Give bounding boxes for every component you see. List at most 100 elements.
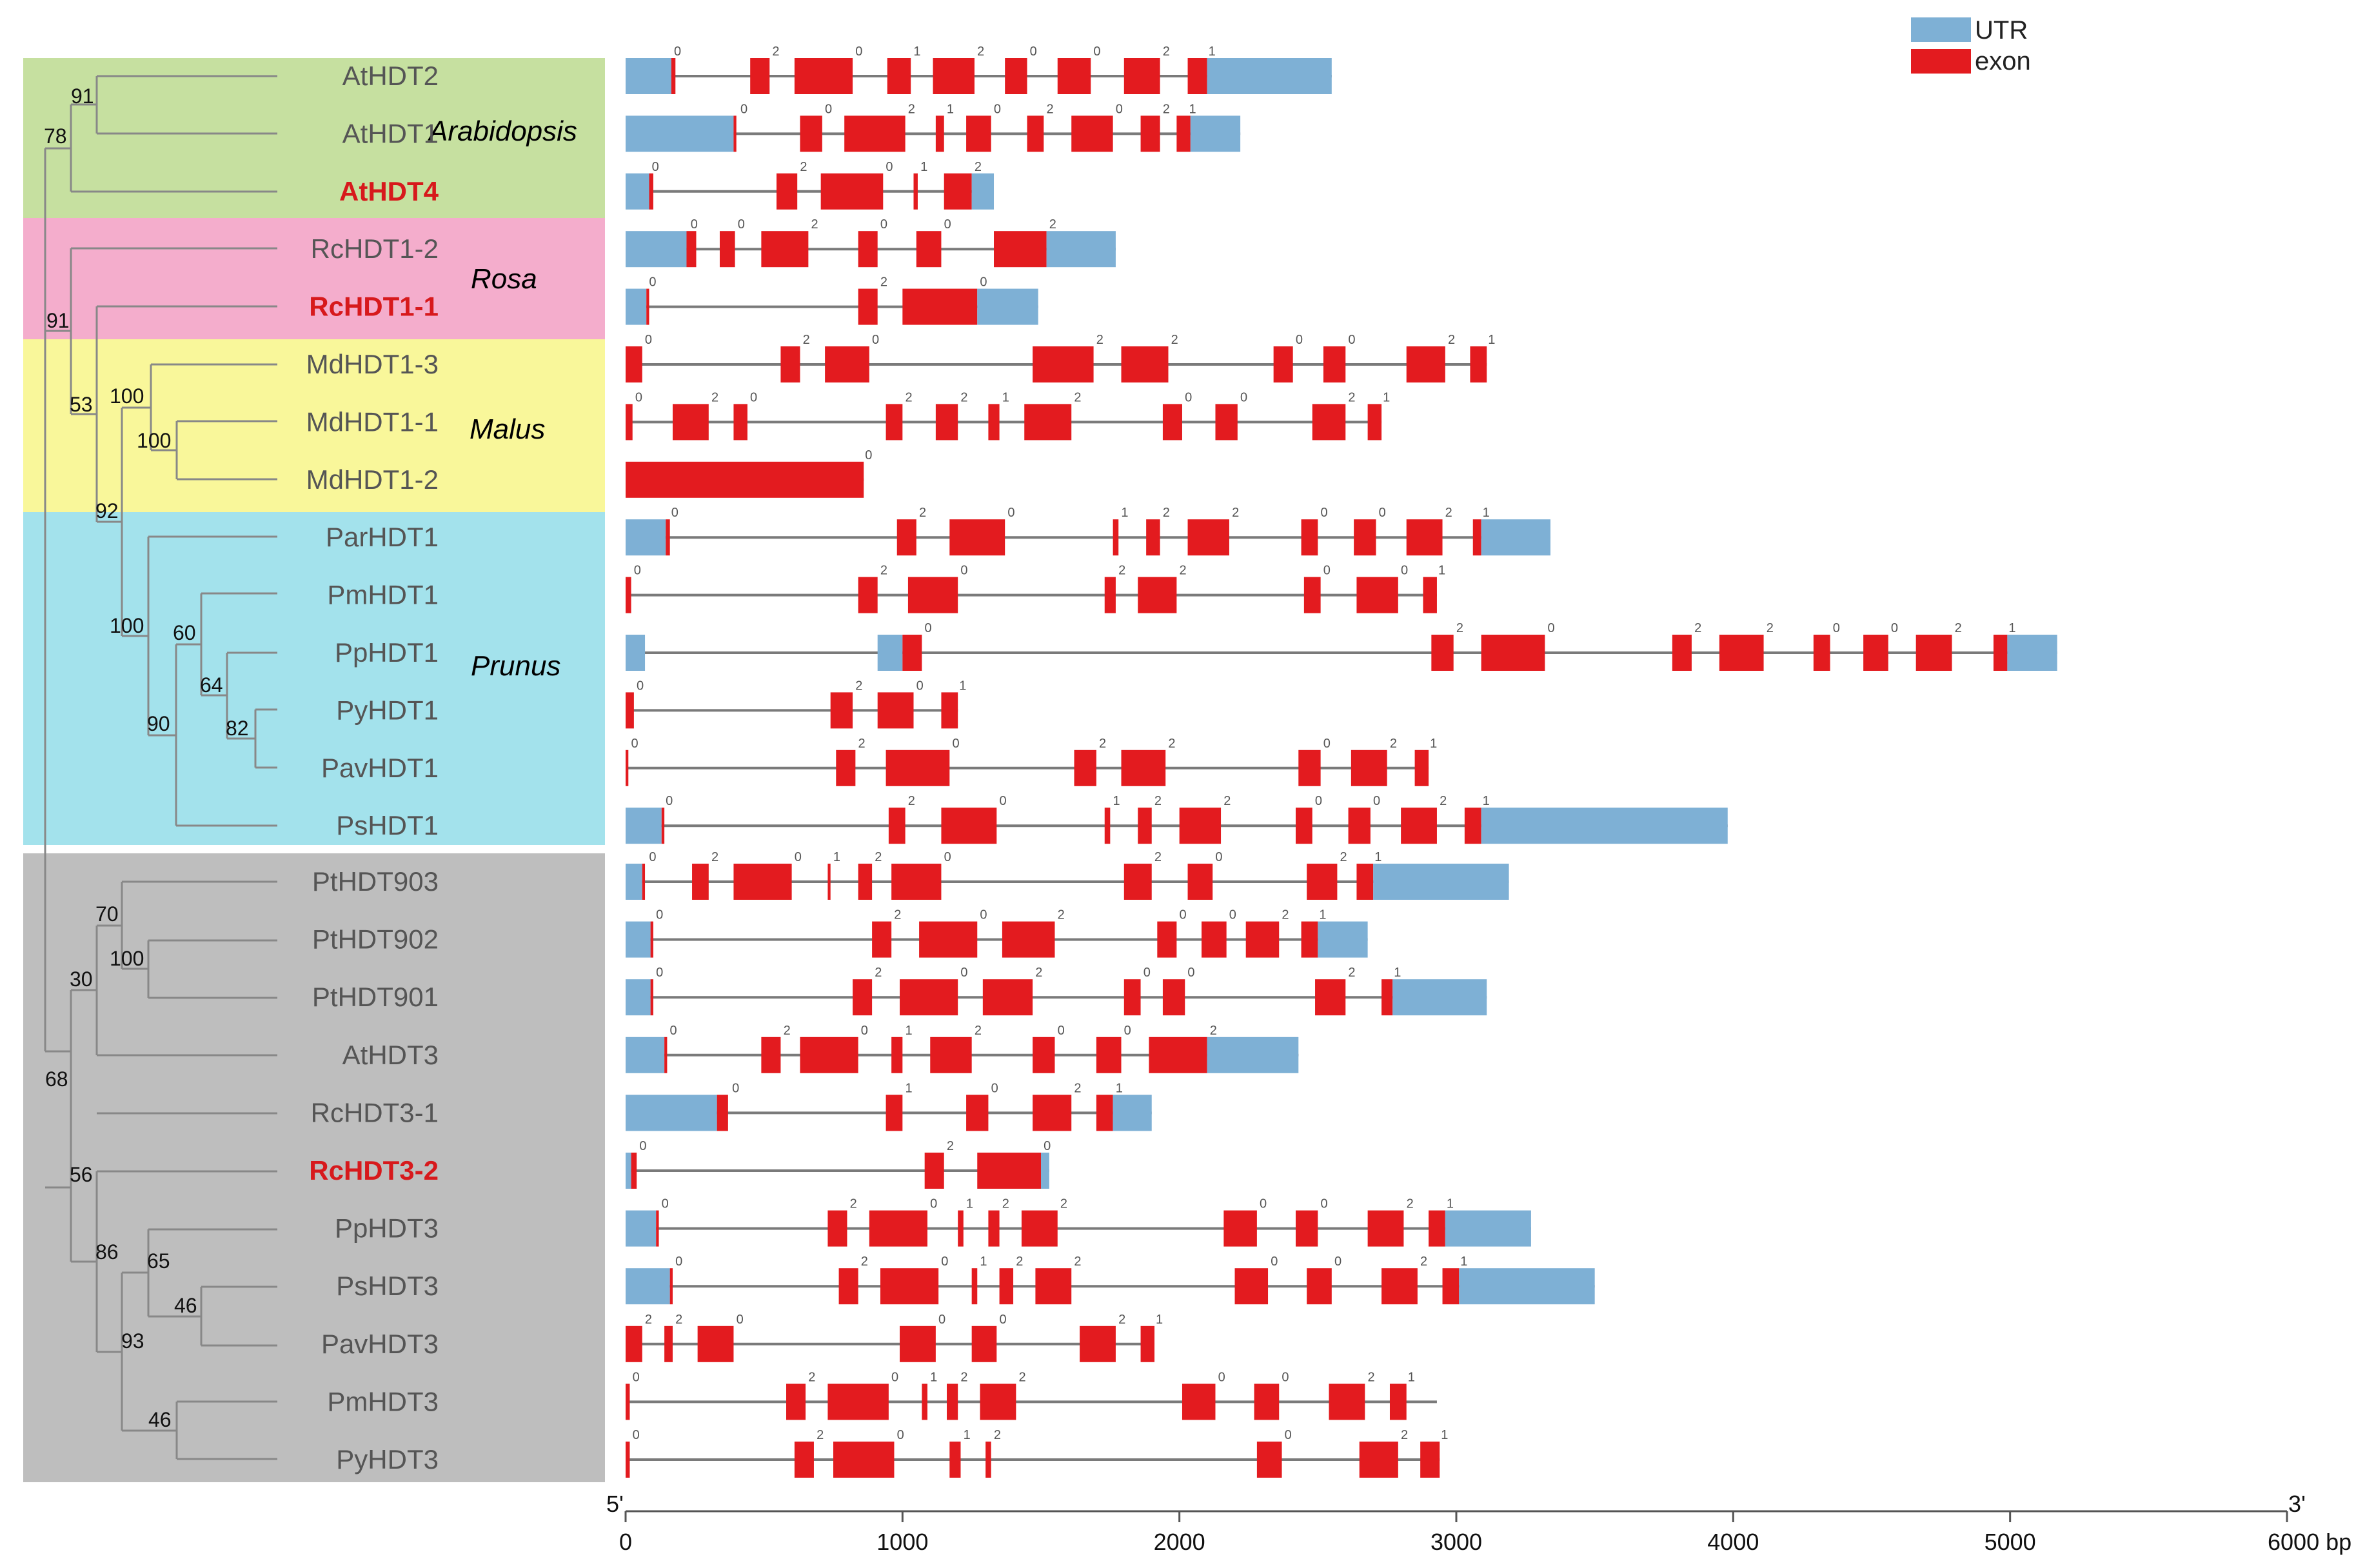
utr-block <box>626 231 687 268</box>
gene-label: PpHDT3 <box>335 1213 439 1244</box>
intron-phase-label: 0 <box>861 1024 868 1038</box>
gene-structure-row: 0 2 0 1 2 0 0 2 1 <box>626 45 1332 94</box>
exon-block <box>930 1037 972 1073</box>
exon-block <box>646 288 649 325</box>
intron-phase-label: 0 <box>865 448 872 462</box>
exon-block <box>858 577 878 613</box>
gene-label: AtHDT3 <box>342 1040 439 1070</box>
gene-structure-row: 0 2 0 2 2 0 0 1 <box>626 564 1445 613</box>
intron-phase-label: 1 <box>905 1024 912 1038</box>
intron-phase-label: 1 <box>1408 1370 1415 1384</box>
intron-phase-label: 0 <box>960 564 967 578</box>
intron-phase-label: 0 <box>1187 966 1194 980</box>
intron-phase-label: 2 <box>975 160 982 174</box>
exon-block <box>1256 1442 1282 1478</box>
exon-block <box>1033 346 1094 382</box>
utr-block <box>626 979 651 1016</box>
intron-phase-label: 0 <box>1218 1370 1225 1384</box>
intron-phase-label: 0 <box>930 1197 937 1211</box>
exon-block <box>750 58 770 94</box>
intron-phase-label: 0 <box>855 45 862 59</box>
intron-phase-label: 2 <box>1448 333 1455 347</box>
intron-phase-label: 1 <box>1209 45 1216 59</box>
intron-phase-label: 2 <box>1118 1313 1125 1327</box>
exon-block <box>664 1037 668 1073</box>
exon-block <box>971 1268 978 1305</box>
exon-block <box>626 1442 630 1478</box>
intron-phase-label: 0 <box>1323 737 1331 751</box>
gene-label: AtHDT1 <box>342 118 439 148</box>
intron-phase-label: 0 <box>656 908 663 922</box>
utr-block <box>626 519 666 556</box>
intron-phase-label: 2 <box>1046 102 1053 116</box>
clade-label-malus: Malus <box>470 413 545 445</box>
exon-block <box>1057 58 1091 94</box>
intron-phase-label: 0 <box>732 1081 739 1095</box>
utr-block <box>2007 635 2057 671</box>
exon-block <box>1104 577 1116 613</box>
exon-block <box>1348 808 1371 844</box>
exon-block <box>916 231 942 268</box>
exon-block <box>853 979 873 1016</box>
intron-phase-label: 0 <box>1891 621 1898 635</box>
gene-label: PmHDT3 <box>327 1386 439 1416</box>
exon-block <box>1367 404 1382 441</box>
exon-block <box>669 1268 673 1305</box>
intron-phase-label: 2 <box>1163 45 1170 59</box>
prunus-clade-box <box>23 512 605 845</box>
exon-block <box>858 288 878 325</box>
exon-block <box>1104 808 1111 844</box>
exon-block <box>1215 404 1238 441</box>
exon-block <box>1157 921 1177 958</box>
intron-phase-label: 0 <box>1323 564 1331 578</box>
exon-block <box>800 115 822 152</box>
exon-block <box>1381 979 1393 1016</box>
exon-block <box>1472 519 1481 556</box>
intron-phase-label: 0 <box>1320 506 1327 520</box>
exon-block <box>1182 1384 1216 1420</box>
intron-phase-label: 0 <box>1833 621 1840 635</box>
exon-block <box>820 173 884 210</box>
exon-block <box>838 1268 858 1305</box>
exon-block <box>935 115 944 152</box>
five-prime-label: 5' <box>606 1491 624 1517</box>
exon-block <box>1035 1268 1072 1305</box>
exon-block <box>1295 808 1312 844</box>
exon-block <box>656 1210 659 1247</box>
intron-phase-label: 0 <box>633 1428 640 1442</box>
intron-phase-label: 0 <box>980 908 987 922</box>
exon-block <box>1423 577 1437 613</box>
bootstrap-label: 78 <box>44 124 67 148</box>
exon-block <box>988 1210 1000 1247</box>
intron-phase-label: 2 <box>960 390 967 404</box>
intron-phase-label: 2 <box>1163 506 1170 520</box>
intron-phase-label: 1 <box>1483 794 1490 808</box>
intron-phase-label: 2 <box>1420 1255 1427 1269</box>
exon-block <box>794 58 853 94</box>
intron-phase-label: 2 <box>1168 737 1175 751</box>
intron-phase-label: 2 <box>1767 621 1774 635</box>
intron-phase-label: 2 <box>960 1370 967 1384</box>
legend-utr-swatch <box>1911 17 1971 42</box>
exon-block <box>980 1384 1016 1420</box>
utr-block <box>626 288 647 325</box>
gene-label: PpHDT1 <box>335 637 439 668</box>
rosa-clade-box <box>23 218 605 339</box>
intron-phase-label: 2 <box>975 1024 982 1038</box>
exon-block <box>1367 1210 1404 1247</box>
exon-block <box>1406 519 1443 556</box>
exon-block <box>717 1095 728 1131</box>
clade-label-prunus: Prunus <box>471 650 560 682</box>
intron-phase-label: 2 <box>1210 1024 1217 1038</box>
intron-phase-label: 2 <box>908 794 915 808</box>
axis-tick-label: 4000 <box>1707 1529 1759 1555</box>
gene-label: MdHDT1-3 <box>306 349 439 379</box>
intron-phase-label: 2 <box>861 1255 868 1269</box>
bootstrap-label: 53 <box>70 393 93 416</box>
malus-clade-box <box>23 339 605 512</box>
gene-structure-row: 0 2 0 2 0 0 2 1 <box>626 966 1487 1016</box>
exon-block <box>949 1442 961 1478</box>
exon-block <box>686 231 697 268</box>
bootstrap-label: 46 <box>174 1294 197 1317</box>
